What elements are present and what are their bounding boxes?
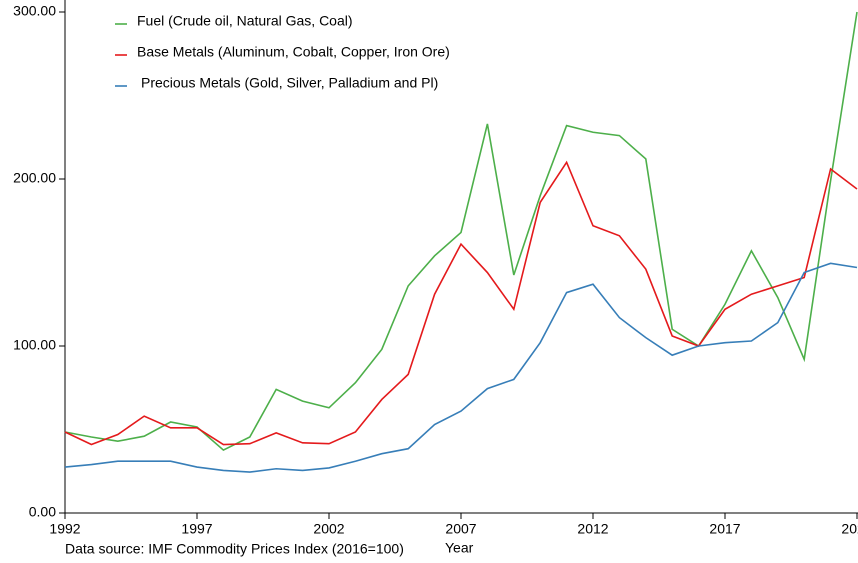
x-tick-label: 1997: [181, 521, 212, 537]
series-line: [64, 160, 858, 446]
y-tick-label: 200.00: [13, 170, 56, 186]
series-line: [64, 262, 858, 473]
y-tick-label: 300.00: [13, 3, 56, 19]
y-tick-label: 0.00: [29, 504, 56, 520]
legend-label: Fuel (Crude oil, Natural Gas, Coal): [137, 13, 353, 29]
x-tick-label: 1992: [49, 521, 80, 537]
x-axis-label: Year: [445, 540, 474, 556]
x-tick-label: 2022: [841, 521, 858, 537]
x-tick-label: 2002: [313, 521, 344, 537]
x-tick-label: 2012: [577, 521, 608, 537]
x-tick-label: 2017: [709, 521, 740, 537]
legend-label: Base Metals (Aluminum, Cobalt, Copper, I…: [137, 44, 450, 60]
series-line: [64, 11, 858, 451]
source-note: Data source: IMF Commodity Prices Index …: [65, 541, 404, 557]
legend-label: Precious Metals (Gold, Silver, Palladium…: [141, 75, 438, 91]
x-tick-label: 2007: [445, 521, 476, 537]
y-tick-label: 100.00: [13, 337, 56, 353]
